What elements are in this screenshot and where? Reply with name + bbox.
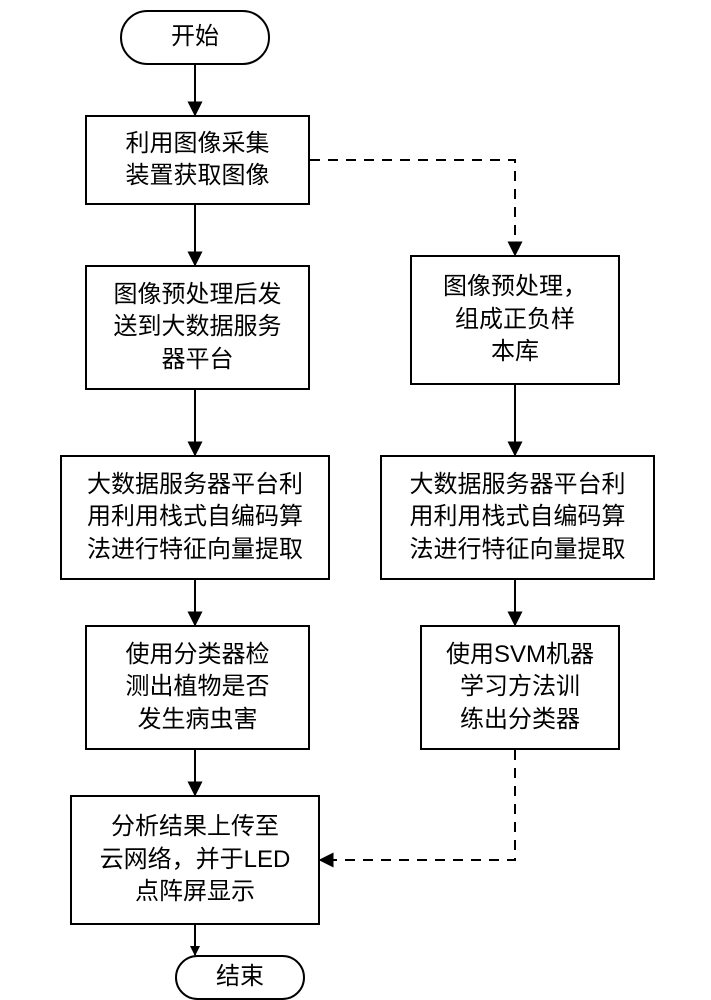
node-left_feat: 大数据服务器平台利 用利用栈式自编码算 法进行特征向量提取 — [60, 455, 330, 580]
node-right_pre: 图像预处理， 组成正负样 本库 — [410, 255, 620, 385]
node-label: 大数据服务器平台利 用利用栈式自编码算 法进行特征向量提取 — [87, 469, 303, 566]
node-left_pre: 图像预处理后发 送到大数据服务 器平台 — [85, 265, 310, 390]
node-label: 图像预处理， 组成正负样 本库 — [443, 271, 587, 368]
node-upload: 分析结果上传至 云网络，并于LED 点阵屏显示 — [70, 795, 320, 925]
node-start: 开始 — [120, 10, 270, 65]
node-capture: 利用图像采集 装置获取图像 — [85, 115, 310, 205]
node-left_class: 使用分类器检 测出植物是否 发生病虫害 — [85, 625, 310, 750]
node-label: 开始 — [171, 21, 219, 53]
node-label: 分析结果上传至 云网络，并于LED 点阵屏显示 — [100, 811, 291, 908]
node-label: 利用图像采集 装置获取图像 — [126, 128, 270, 193]
node-right_feat: 大数据服务器平台利 用利用栈式自编码算 法进行特征向量提取 — [380, 455, 655, 580]
node-label: 使用分类器检 测出植物是否 发生病虫害 — [126, 639, 270, 736]
node-label: 使用SVM机器 学习方法训 练出分类器 — [446, 639, 594, 736]
node-label: 图像预处理后发 送到大数据服务 器平台 — [114, 279, 282, 376]
edge-capture-right_pre — [310, 160, 515, 255]
node-end: 结束 — [175, 955, 305, 1000]
edge-right_svm-upload — [320, 750, 515, 860]
node-label: 大数据服务器平台利 用利用栈式自编码算 法进行特征向量提取 — [410, 469, 626, 566]
node-right_svm: 使用SVM机器 学习方法训 练出分类器 — [420, 625, 620, 750]
node-label: 结束 — [216, 961, 264, 993]
